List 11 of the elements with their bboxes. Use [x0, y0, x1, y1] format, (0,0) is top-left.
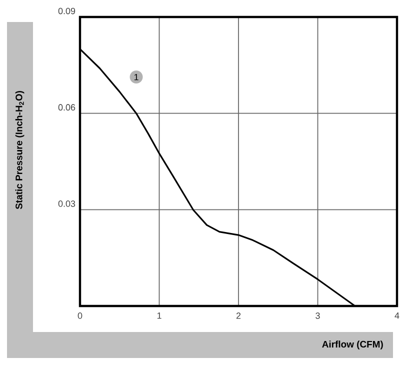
- y-tick-label: 0.03: [58, 200, 76, 207]
- x-tick-label: 2: [236, 312, 241, 319]
- annotation: 1: [134, 74, 138, 80]
- y-tick-label: 0.06: [58, 104, 76, 111]
- y-tick-label: 0.09: [58, 8, 76, 14]
- x-tick-label: 3: [316, 312, 320, 319]
- x-tick-label: 4: [394, 312, 400, 319]
- x-axis-title: Airflow (CFM): [322, 340, 383, 350]
- x-tick-label: 0: [78, 312, 82, 319]
- y-axis-title: Static Pressure (Inch-H$_{2}$O): [15, 90, 24, 210]
- x-tick-label: 1: [157, 312, 162, 319]
